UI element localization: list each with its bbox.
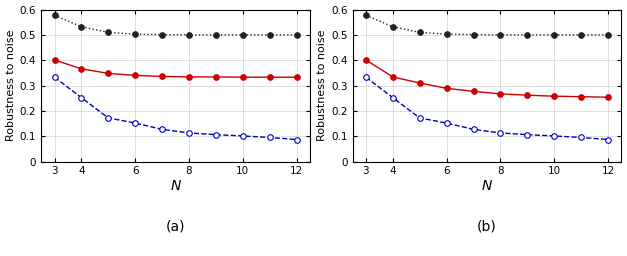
Text: (a): (a): [166, 219, 186, 233]
X-axis label: $N$: $N$: [481, 179, 493, 193]
Text: (b): (b): [477, 219, 497, 233]
Y-axis label: Robustness to noise: Robustness to noise: [6, 30, 16, 141]
X-axis label: $N$: $N$: [169, 179, 182, 193]
Y-axis label: Robustness to noise: Robustness to noise: [317, 30, 327, 141]
